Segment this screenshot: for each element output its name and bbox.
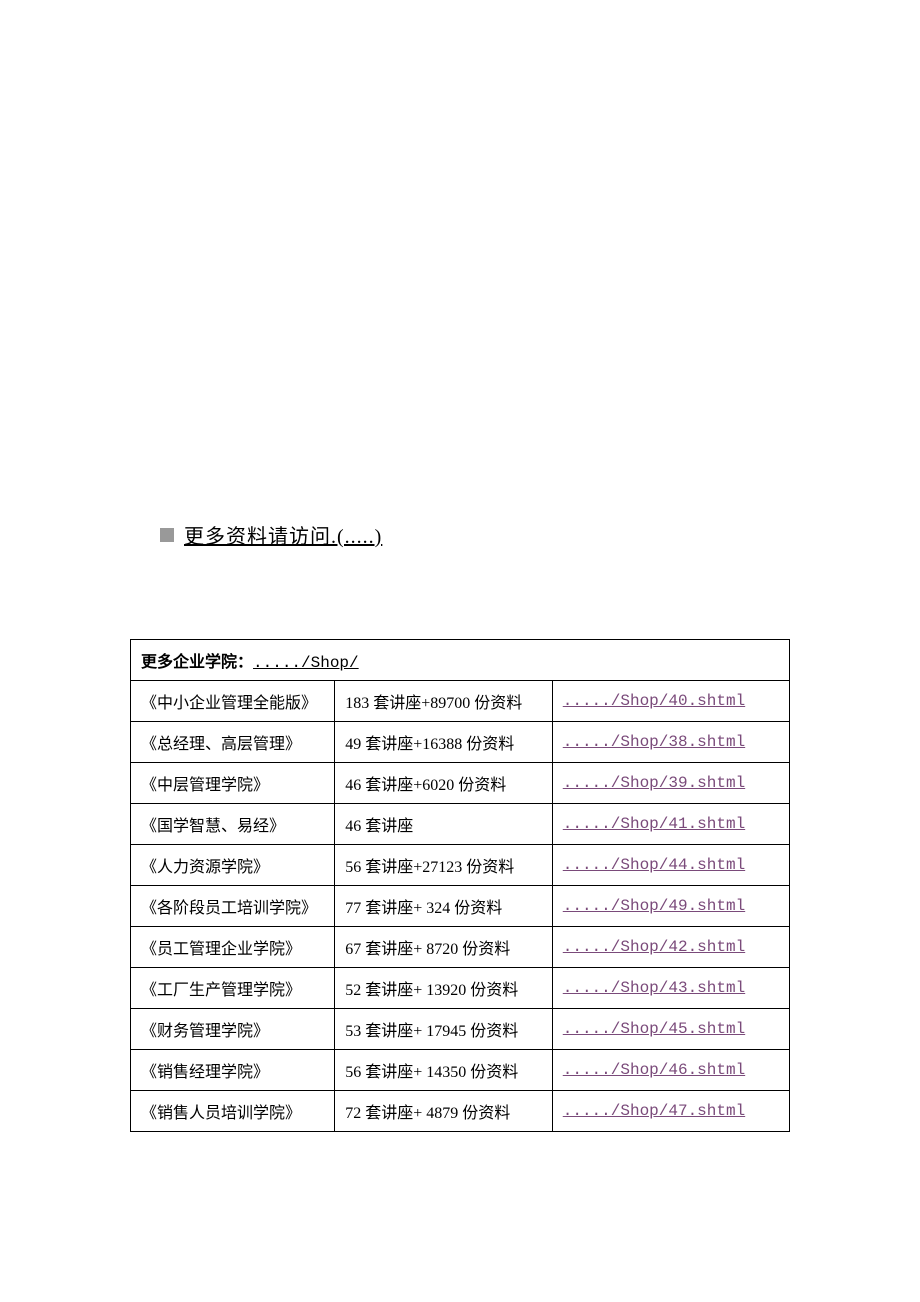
- course-name[interactable]: 《销售人员培训学院》: [131, 1091, 335, 1132]
- course-link[interactable]: ...../Shop/44.shtml: [552, 845, 789, 886]
- table-row: 《各阶段员工培训学院》 77 套讲座+ 324 份资料 ...../Shop/4…: [131, 886, 790, 927]
- table-row: 《中层管理学院》 46 套讲座+6020 份资料 ...../Shop/39.s…: [131, 763, 790, 804]
- table-row: 《员工管理企业学院》 67 套讲座+ 8720 份资料 ...../Shop/4…: [131, 927, 790, 968]
- course-link[interactable]: ...../Shop/41.shtml: [552, 804, 789, 845]
- course-link[interactable]: ...../Shop/46.shtml: [552, 1050, 789, 1091]
- table-header-label: 更多企业学院：: [141, 654, 253, 671]
- table-row: 《工厂生产管理学院》 52 套讲座+ 13920 份资料 ...../Shop/…: [131, 968, 790, 1009]
- courses-table: 更多企业学院：...../Shop/ 《中小企业管理全能版》 183 套讲座+8…: [130, 639, 790, 1132]
- table-row: 《总经理、高层管理》 49 套讲座+16388 份资料 ...../Shop/3…: [131, 722, 790, 763]
- course-desc: 56 套讲座+ 14350 份资料: [335, 1050, 552, 1091]
- course-desc: 49 套讲座+16388 份资料: [335, 722, 552, 763]
- bullet-icon: [160, 528, 174, 542]
- course-name[interactable]: 《总经理、高层管理》: [131, 722, 335, 763]
- course-name[interactable]: 《中小企业管理全能版》: [131, 681, 335, 722]
- course-name[interactable]: 《销售经理学院》: [131, 1050, 335, 1091]
- header-text[interactable]: 更多资料请访问.(.....): [184, 520, 382, 549]
- course-name[interactable]: 《中层管理学院》: [131, 763, 335, 804]
- table-row: 《中小企业管理全能版》 183 套讲座+89700 份资料 ...../Shop…: [131, 681, 790, 722]
- course-name[interactable]: 《工厂生产管理学院》: [131, 968, 335, 1009]
- course-desc: 183 套讲座+89700 份资料: [335, 681, 552, 722]
- course-link[interactable]: ...../Shop/49.shtml: [552, 886, 789, 927]
- course-link[interactable]: ...../Shop/43.shtml: [552, 968, 789, 1009]
- course-desc: 52 套讲座+ 13920 份资料: [335, 968, 552, 1009]
- course-desc: 56 套讲座+27123 份资料: [335, 845, 552, 886]
- course-name[interactable]: 《财务管理学院》: [131, 1009, 335, 1050]
- course-link[interactable]: ...../Shop/47.shtml: [552, 1091, 789, 1132]
- course-link[interactable]: ...../Shop/40.shtml: [552, 681, 789, 722]
- course-link[interactable]: ...../Shop/39.shtml: [552, 763, 789, 804]
- course-name[interactable]: 《人力资源学院》: [131, 845, 335, 886]
- table-row: 《销售经理学院》 56 套讲座+ 14350 份资料 ...../Shop/46…: [131, 1050, 790, 1091]
- course-name[interactable]: 《员工管理企业学院》: [131, 927, 335, 968]
- course-name[interactable]: 《各阶段员工培训学院》: [131, 886, 335, 927]
- table-row: 《国学智慧、易经》 46 套讲座 ...../Shop/41.shtml: [131, 804, 790, 845]
- table-header-cell: 更多企业学院：...../Shop/: [131, 640, 790, 681]
- table-row: 《人力资源学院》 56 套讲座+27123 份资料 ...../Shop/44.…: [131, 845, 790, 886]
- course-link[interactable]: ...../Shop/42.shtml: [552, 927, 789, 968]
- table-header-row: 更多企业学院：...../Shop/: [131, 640, 790, 681]
- course-link[interactable]: ...../Shop/38.shtml: [552, 722, 789, 763]
- course-desc: 77 套讲座+ 324 份资料: [335, 886, 552, 927]
- table-container: 更多企业学院：...../Shop/ 《中小企业管理全能版》 183 套讲座+8…: [130, 639, 790, 1132]
- course-link[interactable]: ...../Shop/45.shtml: [552, 1009, 789, 1050]
- course-desc: 67 套讲座+ 8720 份资料: [335, 927, 552, 968]
- course-name[interactable]: 《国学智慧、易经》: [131, 804, 335, 845]
- course-desc: 72 套讲座+ 4879 份资料: [335, 1091, 552, 1132]
- table-row: 《销售人员培训学院》 72 套讲座+ 4879 份资料 ...../Shop/4…: [131, 1091, 790, 1132]
- course-desc: 46 套讲座: [335, 804, 552, 845]
- course-desc: 46 套讲座+6020 份资料: [335, 763, 552, 804]
- table-header-link[interactable]: ...../Shop/: [253, 654, 359, 672]
- header-line: 更多资料请访问.(.....): [160, 520, 382, 549]
- table-row: 《财务管理学院》 53 套讲座+ 17945 份资料 ...../Shop/45…: [131, 1009, 790, 1050]
- course-desc: 53 套讲座+ 17945 份资料: [335, 1009, 552, 1050]
